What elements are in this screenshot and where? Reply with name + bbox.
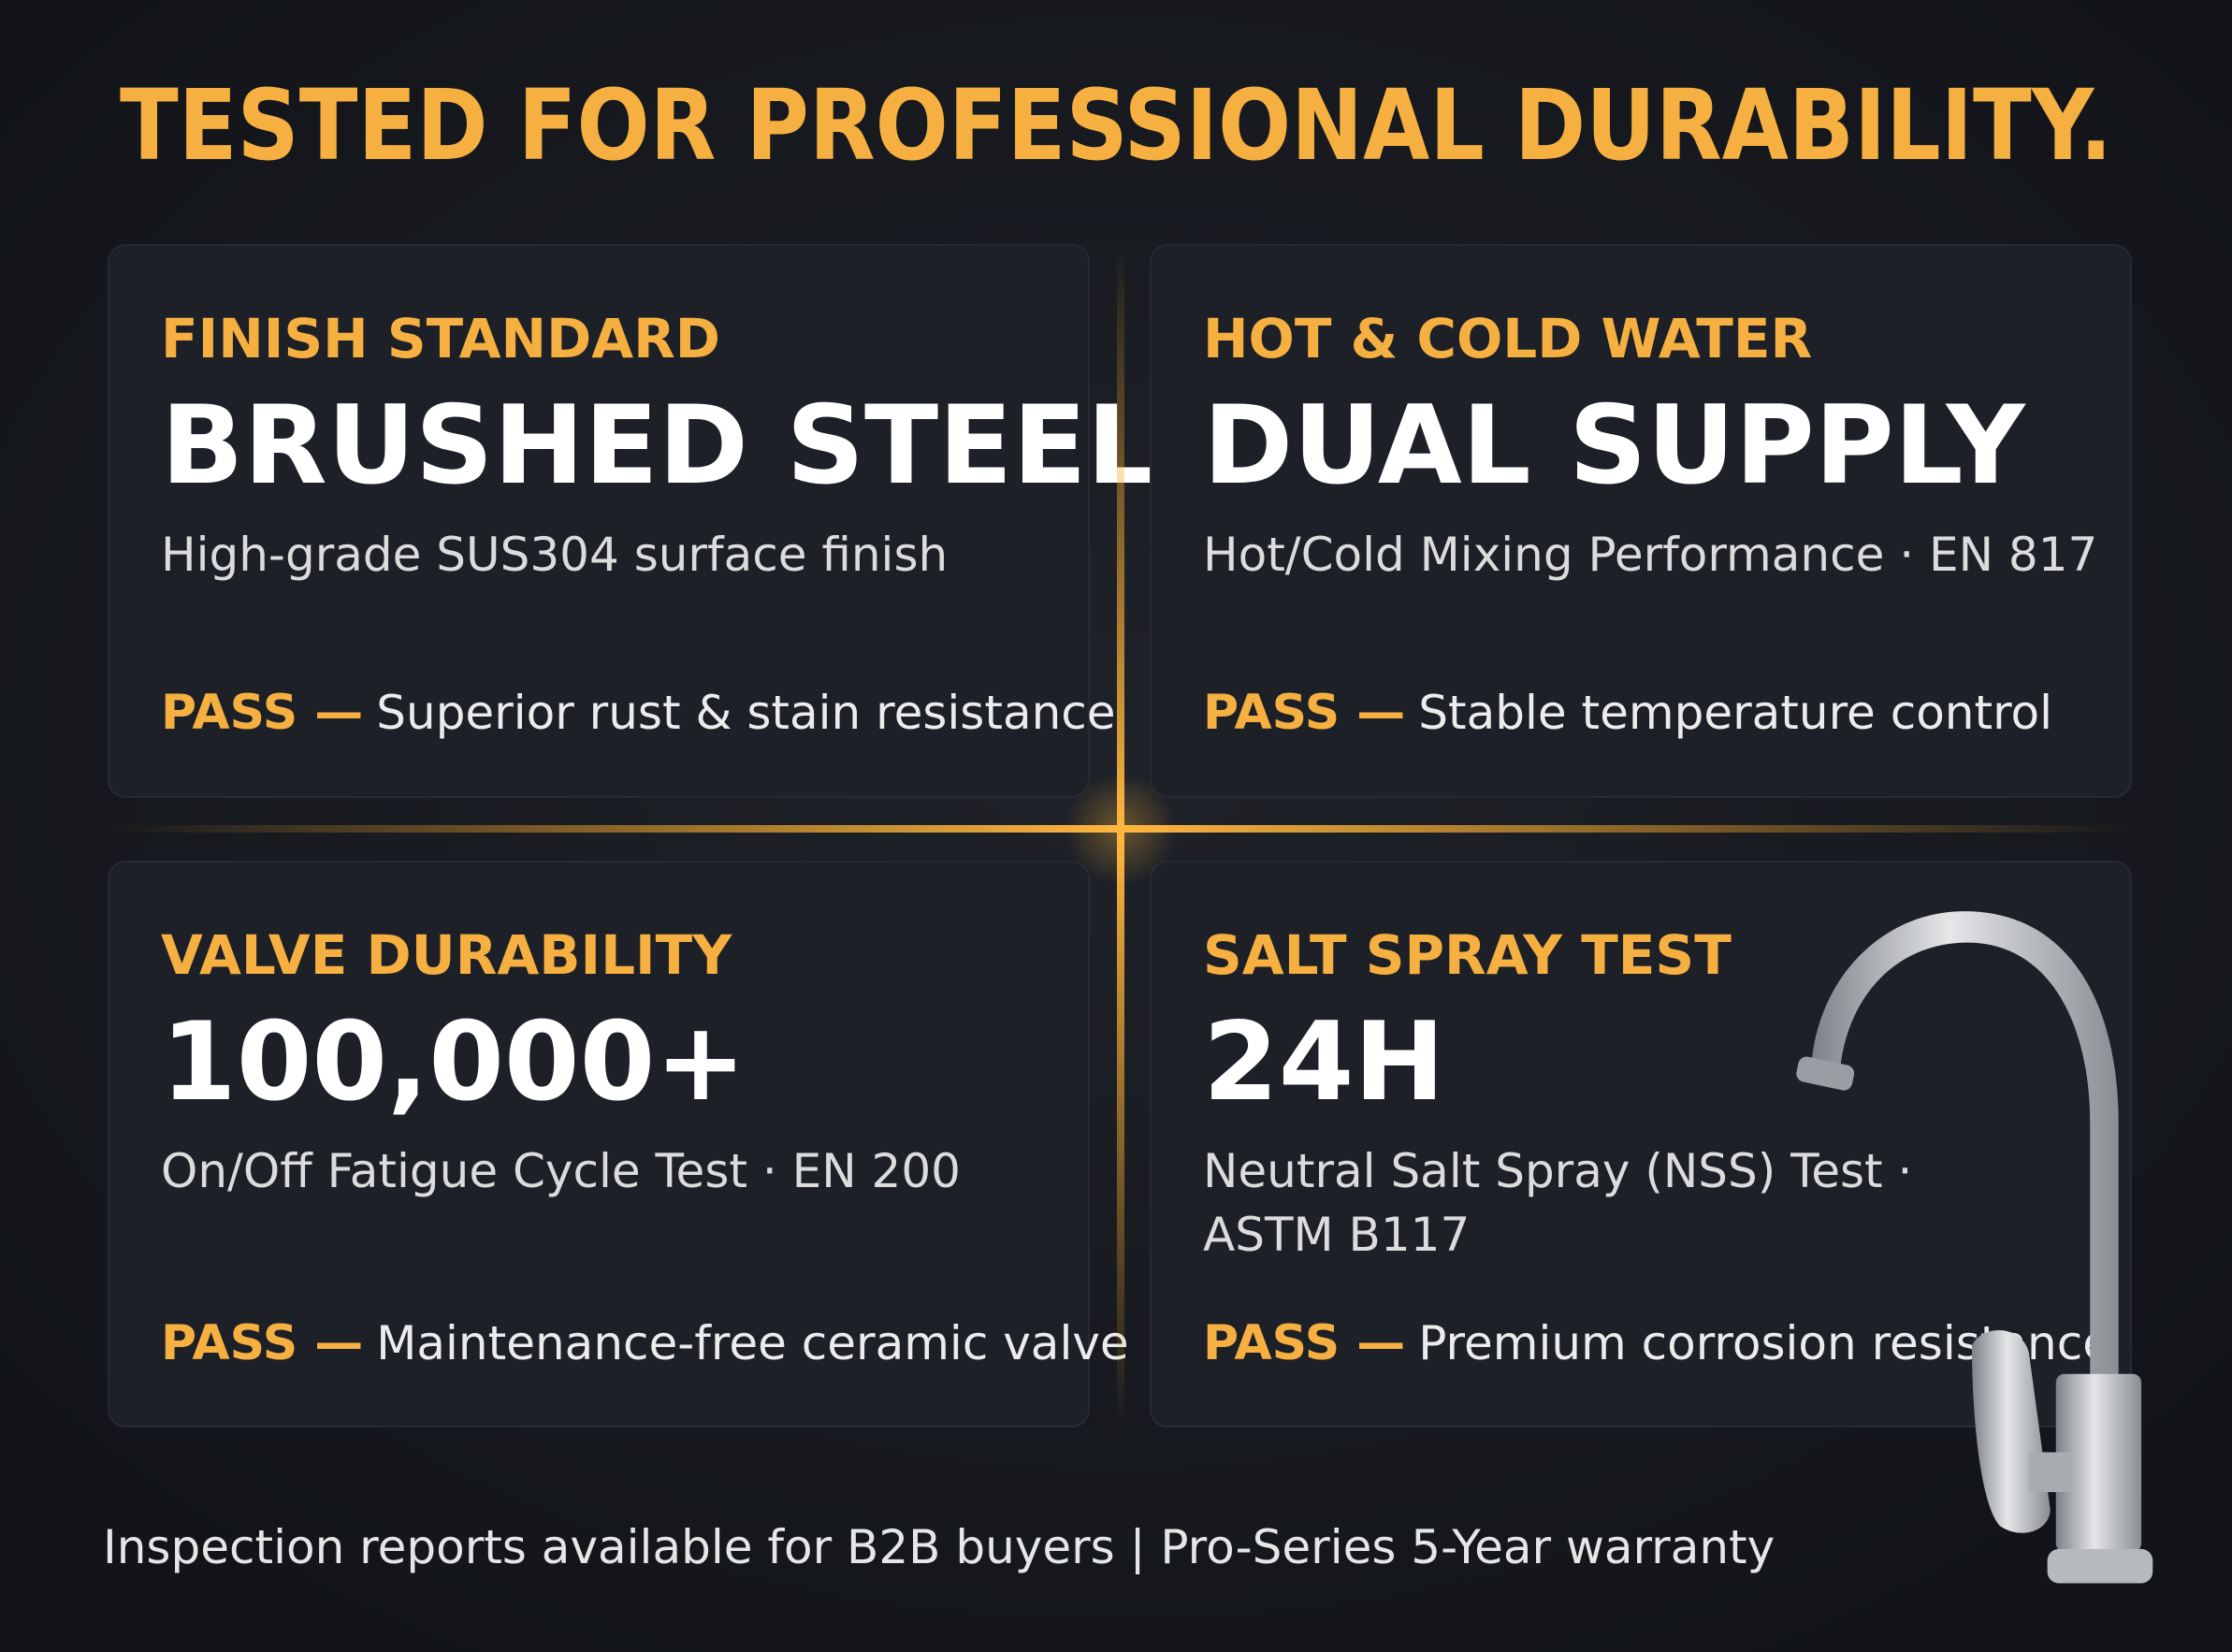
card [108,244,1090,798]
card-description: ASTM B117 [1203,1208,1470,1262]
card-headline: DUAL SUPPLY [1203,383,2027,509]
title: TESTED FOR PROFESSIONAL DURABILITY. [120,68,2112,182]
card-headline: 24H [1203,999,1445,1125]
pass-status: PASS — [1203,1315,1405,1371]
card [1150,244,2132,798]
card-label: HOT & COLD WATER [1203,307,1812,370]
footer-text: Inspection reports available for B2B buy… [103,1520,1775,1574]
card-headline: 100,000+ [161,999,746,1125]
card-description: High-grade SUS304 surface finish [161,528,948,582]
card-description: On/Off Fatigue Cycle Test · EN 200 [161,1144,961,1198]
card-description: Neutral Salt Spray (NSS) Test · [1203,1144,1912,1198]
card-label: VALVE DURABILITY [161,923,732,987]
card-description: Hot/Cold Mixing Performance · EN 817 [1203,528,2097,582]
card-headline: BRUSHED STEEL [161,383,1156,509]
card-label: SALT SPRAY TEST [1203,923,1732,987]
pass-status: PASS — [161,1315,363,1371]
card-label: FINISH STANDARD [161,307,720,370]
pass-status: PASS — [161,685,363,741]
card [1150,861,2132,1427]
pass-result: Superior rust & stain resistance [376,686,1115,740]
faucet [1796,911,2153,1584]
card [108,861,1090,1427]
pass-status: PASS — [1203,685,1405,741]
divider-glow [1065,773,1177,885]
pass-result: Stable temperature control [1418,686,2052,740]
pass-result: Maintenance-free ceramic valve [376,1316,1128,1370]
